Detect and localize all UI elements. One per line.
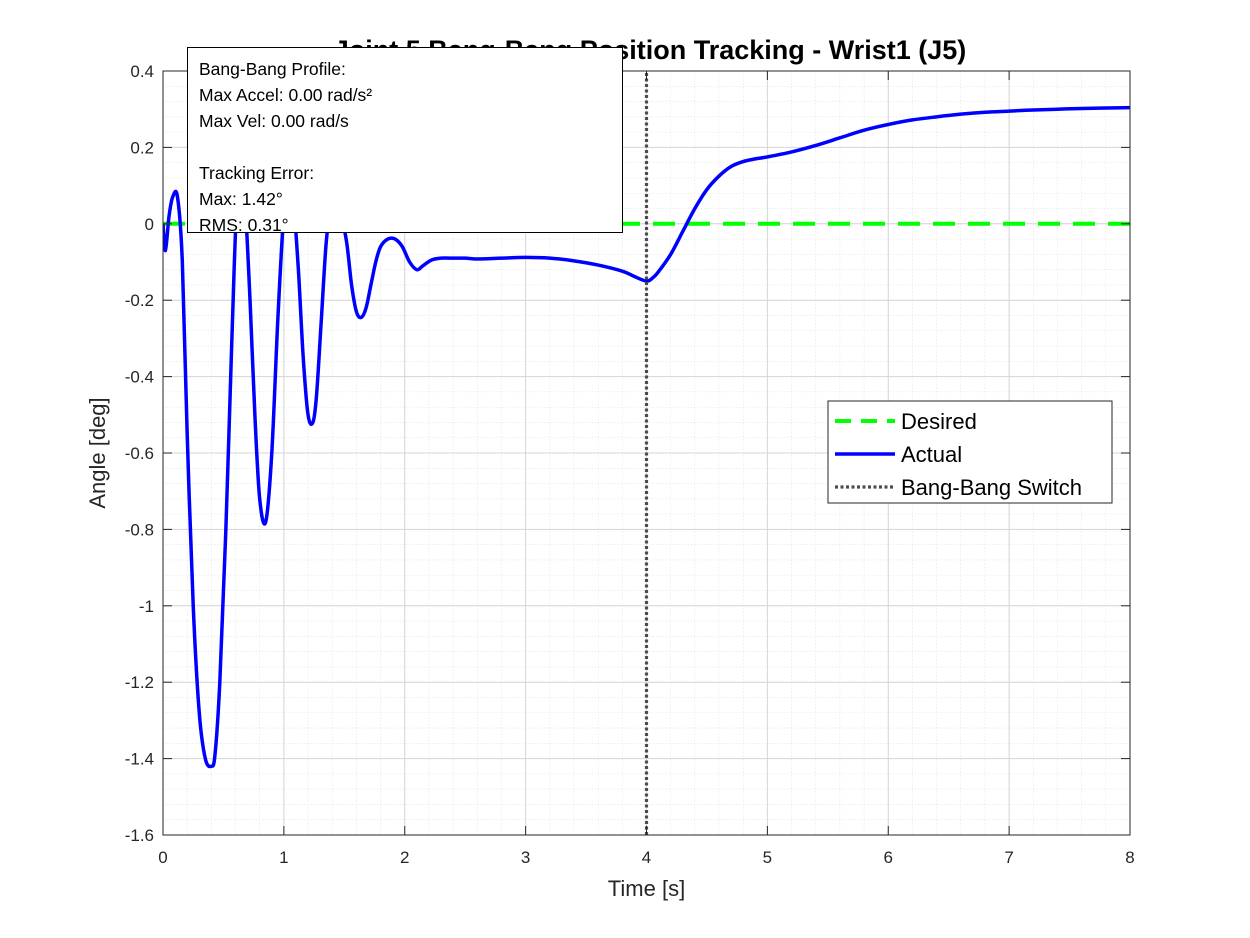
y-tick-label: -0.2 [125, 291, 154, 310]
y-tick-label: -1.6 [125, 826, 154, 845]
x-tick-label: 5 [763, 848, 772, 867]
y-tick-label: 0.2 [130, 138, 154, 157]
legend-label: Desired [901, 409, 977, 434]
y-tick-label: -1.2 [125, 673, 154, 692]
annotation-line: Max: 1.42° [199, 189, 283, 209]
y-axis-ticks: 0.4 0.2 0 -0.2 -0.4 -0.6 -0.8 -1 -1.2 -1.4 -1.6 [125, 62, 1130, 845]
annotation-line [199, 134, 622, 160]
x-tick-label: 6 [884, 848, 893, 867]
x-tick-label: 0 [158, 848, 167, 867]
x-tick-label: 1 [279, 848, 288, 867]
y-tick-label: -0.4 [125, 368, 154, 387]
legend-label: Bang-Bang Switch [901, 475, 1082, 500]
annotation-line: Tracking Error: [199, 163, 315, 183]
y-axis-label: Angle [deg] [85, 397, 110, 508]
annotation-box: Bang-Bang Profile: Max Accel: 0.00 rad/s… [187, 47, 623, 233]
annotation-line: Max Vel: 0.00 rad/s [199, 111, 349, 131]
x-tick-label: 8 [1125, 848, 1134, 867]
legend-label: Actual [901, 442, 962, 467]
annotation-line: Bang-Bang Profile: [199, 59, 346, 79]
x-tick-label: 7 [1004, 848, 1013, 867]
annotation-line: Max Accel: 0.00 rad/s² [199, 85, 373, 105]
annotation-line: RMS: 0.31° [199, 215, 289, 233]
x-tick-label: 3 [521, 848, 530, 867]
y-tick-label: -1 [139, 597, 154, 616]
y-tick-label: 0.4 [130, 62, 154, 81]
y-tick-label: -0.6 [125, 444, 154, 463]
y-tick-label: -1.4 [125, 750, 154, 769]
x-tick-label: 2 [400, 848, 409, 867]
x-tick-label: 4 [642, 848, 651, 867]
x-axis-ticks: 0 1 2 3 4 5 6 7 8 [158, 71, 1135, 867]
legend: Desired Actual Bang-Bang Switch [827, 400, 1113, 504]
y-tick-label: -0.8 [125, 520, 154, 539]
x-axis-label: Time [s] [608, 876, 685, 901]
y-tick-label: 0 [145, 215, 154, 234]
series-line-actual [163, 105, 1130, 769]
